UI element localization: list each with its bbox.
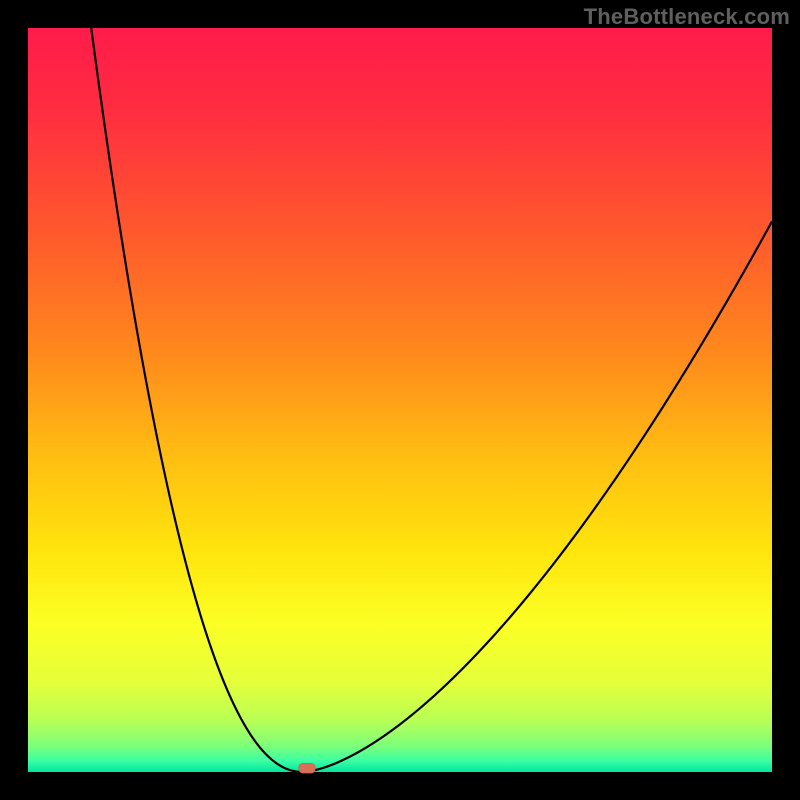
gradient-background	[28, 28, 772, 772]
bottleneck-chart	[0, 0, 800, 800]
chart-frame: TheBottleneck.com	[0, 0, 800, 800]
watermark-text: TheBottleneck.com	[584, 4, 790, 30]
optimal-point-marker	[299, 763, 315, 773]
